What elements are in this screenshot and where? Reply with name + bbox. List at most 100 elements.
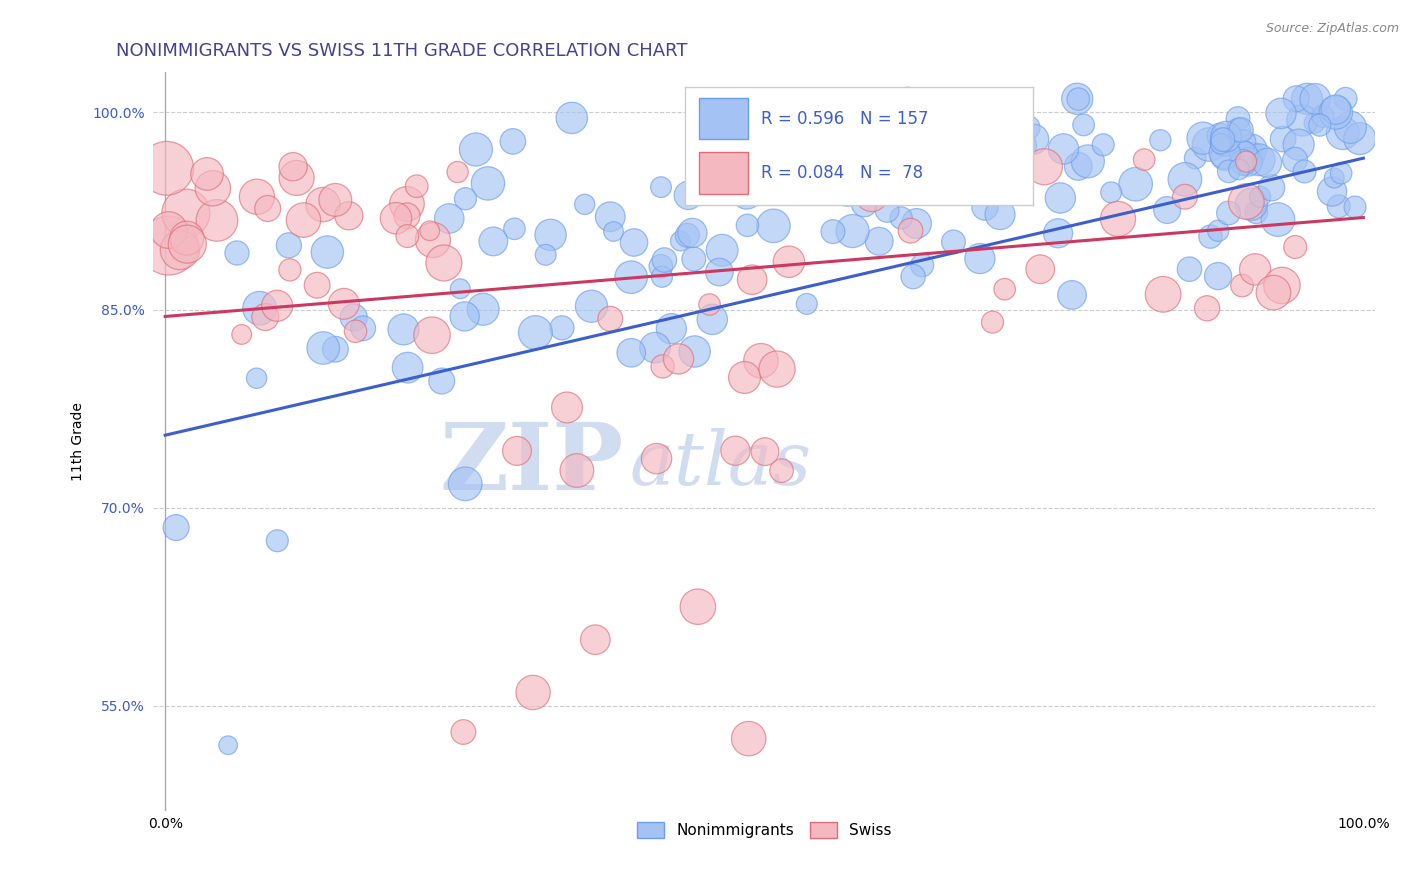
- Y-axis label: 11th Grade: 11th Grade: [72, 402, 86, 482]
- Point: [1198, 137, 1220, 152]
- Point: [668, 351, 690, 366]
- Point: [352, 321, 374, 335]
- Point: [307, 278, 329, 293]
- Point: [1233, 135, 1256, 149]
- Point: [1206, 224, 1229, 238]
- Point: [681, 226, 703, 240]
- Point: [395, 197, 418, 211]
- Point: [599, 210, 621, 224]
- Point: [1249, 190, 1271, 204]
- Point: [316, 245, 339, 260]
- Point: [1149, 133, 1171, 147]
- Point: [1285, 92, 1308, 106]
- Point: [453, 725, 475, 739]
- Point: [1256, 155, 1278, 169]
- Point: [1213, 135, 1236, 149]
- Point: [396, 229, 419, 244]
- Point: [931, 180, 953, 194]
- Point: [682, 252, 704, 266]
- Point: [176, 231, 198, 245]
- Point: [702, 312, 724, 326]
- Point: [472, 302, 495, 317]
- Point: [1125, 177, 1147, 191]
- Point: [333, 297, 356, 311]
- Point: [1240, 142, 1263, 156]
- Point: [651, 269, 673, 284]
- Point: [711, 244, 734, 258]
- Point: [1033, 160, 1056, 174]
- Text: ZIP: ZIP: [440, 419, 624, 509]
- Point: [686, 599, 709, 614]
- Point: [344, 324, 367, 338]
- Point: [439, 211, 461, 226]
- Point: [1263, 285, 1285, 300]
- Point: [1230, 278, 1253, 293]
- Point: [1234, 154, 1257, 169]
- Point: [551, 321, 574, 335]
- Point: [433, 256, 456, 270]
- Point: [195, 167, 218, 181]
- Point: [963, 92, 986, 106]
- Point: [860, 188, 883, 202]
- Point: [1240, 197, 1263, 211]
- Point: [534, 248, 557, 262]
- Point: [1227, 162, 1250, 177]
- Point: [620, 270, 643, 285]
- Point: [561, 111, 583, 125]
- Point: [1067, 160, 1090, 174]
- Point: [994, 282, 1017, 296]
- Point: [935, 186, 957, 200]
- Point: [1260, 180, 1282, 194]
- Point: [337, 209, 360, 223]
- Point: [1291, 113, 1313, 128]
- Point: [891, 182, 914, 196]
- Point: [249, 301, 271, 316]
- Point: [1073, 118, 1095, 132]
- Point: [821, 225, 844, 239]
- Point: [405, 179, 427, 194]
- Point: [738, 731, 761, 746]
- Point: [1156, 202, 1178, 217]
- Point: [853, 196, 876, 211]
- Point: [1339, 120, 1361, 135]
- Point: [1288, 137, 1310, 152]
- Point: [796, 297, 818, 311]
- Point: [1174, 172, 1197, 186]
- Point: [876, 203, 898, 218]
- Point: [464, 143, 486, 157]
- Point: [599, 311, 621, 326]
- Point: [735, 186, 758, 201]
- Point: [1060, 288, 1083, 302]
- Point: [754, 444, 776, 458]
- Point: [837, 187, 859, 202]
- Point: [683, 344, 706, 359]
- Point: [420, 328, 443, 343]
- Point: [1192, 131, 1215, 145]
- Point: [246, 190, 269, 204]
- Point: [1077, 154, 1099, 169]
- Point: [522, 685, 544, 699]
- Point: [661, 321, 683, 335]
- Point: [449, 282, 471, 296]
- Point: [392, 322, 415, 336]
- Point: [502, 135, 524, 149]
- Point: [1324, 105, 1347, 120]
- Point: [602, 225, 624, 239]
- Point: [890, 211, 912, 225]
- Point: [565, 464, 588, 478]
- Point: [1178, 262, 1201, 277]
- Point: [1209, 136, 1232, 151]
- Point: [246, 371, 269, 385]
- Point: [1206, 268, 1229, 283]
- Point: [734, 370, 756, 384]
- Point: [1174, 190, 1197, 204]
- Point: [770, 464, 793, 478]
- Point: [540, 227, 562, 242]
- Point: [256, 202, 278, 216]
- Point: [749, 353, 772, 368]
- Point: [974, 200, 997, 214]
- Point: [1213, 146, 1236, 161]
- Point: [454, 192, 477, 206]
- Point: [988, 208, 1011, 222]
- Point: [1296, 92, 1319, 106]
